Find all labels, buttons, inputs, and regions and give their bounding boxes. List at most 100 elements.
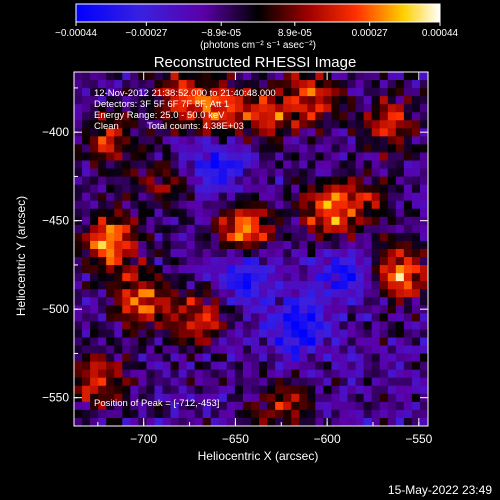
heatmap-cell bbox=[339, 297, 348, 306]
heatmap-cell bbox=[202, 88, 212, 97]
heatmap-cell bbox=[307, 305, 316, 314]
heatmap-cell bbox=[74, 240, 83, 250]
heatmap-cell bbox=[363, 88, 373, 97]
heatmap-cell bbox=[323, 369, 332, 379]
heatmap-cell bbox=[323, 112, 332, 121]
heatmap-cell bbox=[387, 240, 397, 250]
heatmap-cell bbox=[178, 88, 188, 97]
heatmap-cell bbox=[371, 361, 381, 371]
heatmap-cell bbox=[259, 96, 268, 105]
heatmap-cell bbox=[178, 281, 188, 290]
heatmap-cell bbox=[98, 401, 107, 411]
heatmap-cell bbox=[122, 313, 131, 322]
heatmap-cell bbox=[90, 313, 99, 322]
heatmap-cell bbox=[226, 353, 236, 363]
heatmap-cell bbox=[307, 313, 316, 322]
heatmap-cell bbox=[291, 257, 300, 266]
heatmap-cell bbox=[154, 120, 163, 129]
heatmap-cell bbox=[162, 345, 171, 354]
heatmap-cell bbox=[122, 96, 131, 105]
heatmap-cell bbox=[315, 329, 324, 338]
heatmap-cell bbox=[403, 281, 413, 290]
heatmap-cell bbox=[122, 393, 131, 403]
heatmap-cell bbox=[154, 208, 163, 218]
heatmap-cell bbox=[251, 112, 260, 121]
heatmap-cell bbox=[194, 80, 204, 89]
heatmap-cell bbox=[291, 417, 300, 427]
heatmap-cell bbox=[419, 369, 429, 379]
heatmap-cell bbox=[210, 144, 220, 153]
heatmap-cell bbox=[283, 232, 292, 242]
heatmap-cell bbox=[283, 112, 292, 121]
heatmap-cell bbox=[146, 96, 155, 105]
heatmap-cell bbox=[74, 208, 83, 218]
heatmap-cell bbox=[194, 329, 204, 338]
heatmap-cell bbox=[275, 401, 284, 411]
heatmap-cell bbox=[170, 337, 179, 346]
heatmap-cell bbox=[355, 361, 365, 371]
heatmap-cell bbox=[98, 313, 107, 322]
heatmap-cell bbox=[387, 369, 397, 379]
heatmap-cell bbox=[315, 128, 324, 137]
heatmap-cell bbox=[275, 96, 284, 105]
heatmap-cell bbox=[403, 160, 413, 169]
heatmap-cell bbox=[259, 265, 268, 274]
heatmap-cell bbox=[226, 257, 236, 266]
heatmap-cell bbox=[210, 232, 220, 242]
heatmap-cell bbox=[130, 160, 139, 169]
heatmap-cell bbox=[178, 144, 188, 153]
heatmap-cell bbox=[106, 361, 115, 371]
heatmap-cell bbox=[315, 240, 324, 250]
heatmap-cell bbox=[178, 136, 188, 145]
heatmap-cell bbox=[411, 240, 421, 250]
heatmap-cell bbox=[371, 160, 381, 169]
heatmap-cell bbox=[242, 345, 252, 354]
heatmap-cell bbox=[283, 305, 292, 314]
heatmap-cell bbox=[162, 249, 171, 258]
heatmap-cell bbox=[315, 305, 324, 314]
heatmap-cell bbox=[234, 369, 244, 379]
heatmap-cell bbox=[395, 232, 405, 242]
heatmap-cell bbox=[210, 313, 220, 322]
heatmap-cell bbox=[90, 104, 99, 113]
heatmap-cell bbox=[202, 176, 212, 186]
heatmap-cell bbox=[226, 184, 236, 194]
heatmap-cell bbox=[371, 281, 381, 290]
heatmap-cell bbox=[379, 144, 389, 153]
heatmap-cell bbox=[387, 273, 397, 282]
heatmap-cell bbox=[411, 176, 421, 186]
heatmap-cell bbox=[82, 216, 91, 226]
heatmap-cell bbox=[194, 168, 204, 177]
heatmap-cell bbox=[146, 160, 155, 169]
heatmap-cell bbox=[194, 345, 204, 354]
heatmap-cell bbox=[146, 168, 155, 177]
heatmap-cell bbox=[395, 144, 405, 153]
heatmap-cell bbox=[387, 104, 397, 113]
heatmap-cell bbox=[411, 224, 421, 234]
heatmap-cell bbox=[138, 160, 147, 169]
heatmap-cell bbox=[146, 385, 155, 395]
colorbar-tick-label: −0.00044 bbox=[55, 28, 97, 39]
heatmap-cell bbox=[146, 224, 155, 234]
heatmap-cell bbox=[307, 112, 316, 121]
heatmap-cell bbox=[178, 160, 188, 169]
heatmap-cell bbox=[234, 80, 244, 89]
heatmap-cell bbox=[154, 112, 163, 121]
heatmap-cell bbox=[106, 144, 115, 153]
heatmap-cell bbox=[194, 257, 204, 266]
heatmap-cell bbox=[267, 184, 276, 194]
heatmap-cell bbox=[226, 281, 236, 290]
heatmap-cell bbox=[371, 337, 381, 346]
heatmap-cell bbox=[170, 417, 179, 427]
heatmap-cell bbox=[242, 369, 252, 379]
heatmap-cell bbox=[130, 369, 139, 379]
heatmap-cell bbox=[323, 337, 332, 346]
heatmap-cell bbox=[210, 353, 220, 363]
heatmap-cell bbox=[315, 88, 324, 97]
heatmap-cell bbox=[194, 192, 204, 202]
heatmap-cell bbox=[170, 321, 179, 330]
heatmap-cell bbox=[419, 401, 429, 411]
heatmap-cell bbox=[146, 184, 155, 194]
heatmap-cell bbox=[331, 265, 340, 274]
